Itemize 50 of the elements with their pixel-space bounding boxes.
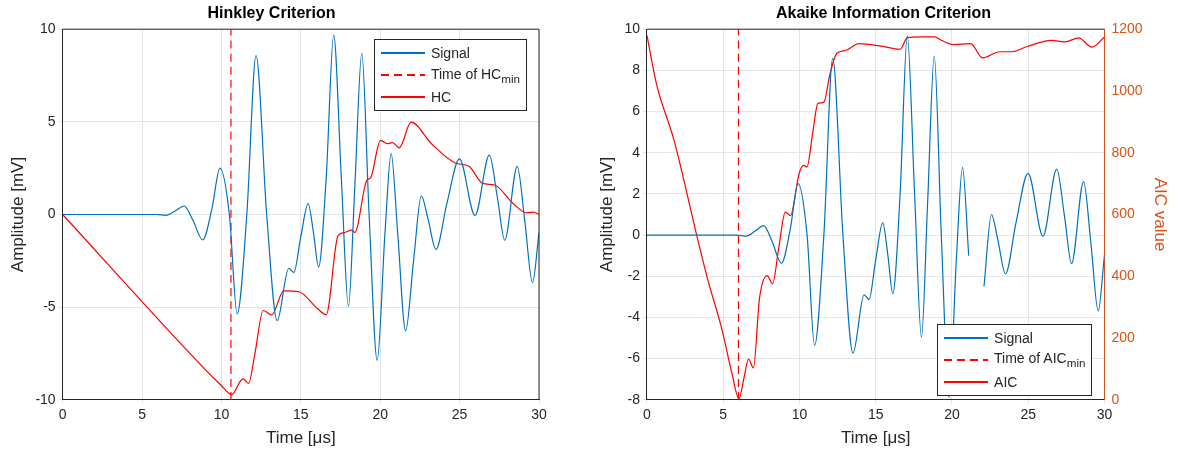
x-tick-label: 25 xyxy=(1020,406,1037,423)
x-axis-title: Time [μs] xyxy=(840,428,911,448)
chart-title: Akaike Information Criterion xyxy=(775,4,992,22)
legend-label: Signal xyxy=(430,45,470,62)
y2-tick-label: 400 xyxy=(1111,267,1136,284)
y-tick-label: -5 xyxy=(43,298,56,315)
x-axis-title: Time [μs] xyxy=(266,428,336,448)
y2-tick-label: 1000 xyxy=(1111,81,1143,98)
chart-title: Hinkley Criterion xyxy=(207,4,336,22)
x-tick-label: 0 xyxy=(643,406,652,423)
y-axis-title: Amplitude [mV] xyxy=(596,156,616,273)
x-tick-label: 10 xyxy=(213,406,230,423)
y-tick-label: -10 xyxy=(35,390,56,407)
y2-axis-title: AIC value xyxy=(1151,177,1171,252)
y2-tick-label: 600 xyxy=(1111,205,1136,222)
x-tick-label: 10 xyxy=(791,406,808,423)
x-tick-label: 30 xyxy=(1096,406,1113,423)
x-tick-label: 20 xyxy=(944,406,960,423)
x-tick-label: 0 xyxy=(58,406,67,423)
y-tick-label: 10 xyxy=(40,20,56,37)
x-tick-label: 25 xyxy=(451,406,468,423)
legend-label: Time of HC$_{min}$ xyxy=(430,65,520,85)
y-tick-label: 8 xyxy=(632,61,641,78)
y-tick-label: 0 xyxy=(632,225,641,242)
y-tick-label: -2 xyxy=(627,267,641,284)
y-tick-label: 5 xyxy=(47,112,56,129)
y-tick-label: -6 xyxy=(627,349,641,366)
y-tick-label: -4 xyxy=(627,308,641,325)
x-tick-label: 20 xyxy=(372,406,389,423)
y2-tick-label: 200 xyxy=(1111,328,1136,345)
y-axis-title: Amplitude [mV] xyxy=(7,156,27,273)
x-tick-label: 30 xyxy=(531,406,547,423)
y-tick-label: 4 xyxy=(632,143,641,160)
legend-label: AIC xyxy=(994,373,1018,390)
x-tick-label: 15 xyxy=(293,406,309,423)
x-tick-label: 5 xyxy=(719,406,728,423)
legend-label: HC xyxy=(430,89,452,106)
legend-label: Time of AIC$_{min}$ xyxy=(994,350,1086,370)
y-tick-label: 0 xyxy=(47,205,56,222)
y-tick-label: 10 xyxy=(624,20,641,37)
x-tick-label: 5 xyxy=(138,406,147,423)
x-tick-label: 15 xyxy=(867,406,884,423)
legend-label: Signal xyxy=(994,329,1033,346)
y2-tick-label: 800 xyxy=(1111,143,1136,160)
line-series xyxy=(62,34,539,361)
y2-tick-label: 1200 xyxy=(1111,20,1143,37)
y-tick-label: 6 xyxy=(632,102,641,119)
y-tick-label: -8 xyxy=(627,390,641,407)
y-tick-label: 2 xyxy=(632,184,641,201)
y2-tick-label: 0 xyxy=(1111,390,1120,407)
